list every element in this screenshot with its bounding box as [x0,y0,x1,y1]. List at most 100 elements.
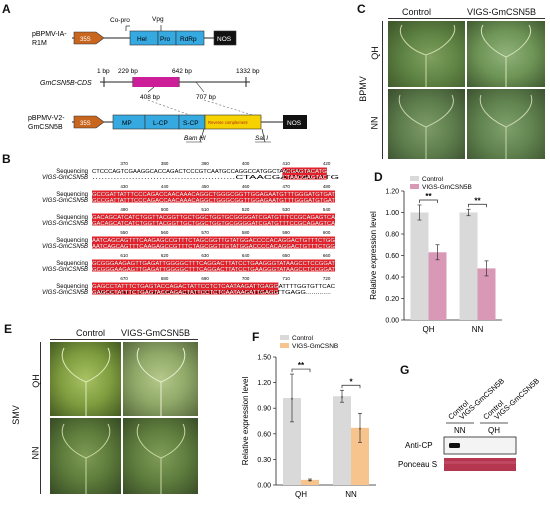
y-tick-label: 1.20 [385,189,399,196]
g-row-anticp: Anti-CP [405,441,433,450]
cds-pos-707: 707 bp [196,94,216,101]
c1-rdrp-box [175,30,205,46]
panel-label-a: A [2,2,11,16]
cds-name: GmCSN5B-CDS [40,80,92,87]
significance-label: ** [425,192,432,201]
seq-label-sequencing: Sequencing [56,261,88,267]
significance-bracket [468,203,487,208]
y-tick-label: 0.30 [257,457,271,464]
c-virus-label: BPMV [357,76,368,102]
seq-top-highlighted: AATCAGCAGTTTCAAGAGCCGTTTCTAGCGGTTGTATGGA… [92,238,335,244]
seq-position-number: 390 [201,161,209,166]
y-tick-label: 1.00 [385,210,399,217]
y-tick-label: 0.60 [385,253,399,260]
e-col-vigs: VIGS-GmCSN5B [121,328,191,338]
seq-top-highlighted: GACAGCATCATCTGGTTACGGTTGCTGGCTGGTGCGGGGA… [92,215,336,221]
legend-entry: VIGS-GmCSNB [292,343,338,350]
seq-match-highlight [282,167,327,180]
seq-position-number: 500 [161,207,169,212]
e-row-qh: QH [30,374,41,388]
seq-position-number: 660 [323,253,331,258]
construct1-name-line2: R1M [32,40,47,47]
c1-pro-label: Pro [160,36,171,43]
legend-swatch [410,176,419,181]
e-photo-nn-control [50,418,121,494]
bar [333,396,351,485]
cds-pos-642: 642 bp [172,68,192,75]
c-header-line [388,18,545,19]
legend-entry: Control [422,176,444,183]
panel-e: E Control VIGS-GmCSN5B SMV QH NN [0,318,200,496]
cds-pos-1: 1 bp [97,68,110,75]
seq-top-highlighted: ACGAGTACATG [282,169,327,175]
c2-35s-label: 35S [80,121,91,127]
significance-bracket [291,368,311,373]
e-row-line [40,342,41,494]
seq-top: CTCCCAGTCGAAGGCACCAGACTCCCGTCAATGCCAGGCC… [92,169,327,175]
seq-bottom-highlighted: CTAACGAGTAC [282,175,327,181]
sequence-alignment: 370 380 390 400 410 420SequencingVIGS-GmCSN5B… [42,161,339,296]
panel-label-g: G [400,363,410,377]
cds-fragment [133,77,179,87]
seq-position-number: 450 [201,184,209,189]
y-tick-label: 0.20 [385,296,399,303]
x-tick-label: NN [472,325,484,334]
western-blot: Control VIGS-GmCSN5B Control VIGS-GmCSN5… [398,376,541,471]
y-tick-label: 0.00 [385,318,399,325]
bar [283,397,301,485]
construct-diagram: pBPMV-IA- R1M 35S Co-pro Vpg Hel Pro RdR… [28,16,307,143]
seq-match-highlight [92,236,335,249]
cds-pos-229: 229 bp [118,68,138,75]
seq-position-number: 550 [120,230,128,235]
seq-position-number: 630 [201,253,209,258]
bar [301,479,319,485]
seq-position-number: 570 [201,230,209,235]
seq-position-number: 590 [282,230,290,235]
seq-bottom: AATCAGCAGTTTCAAGAGCCGTTTCTAGCGGTTGTATGGA… [92,244,335,250]
c2-scp-label: S-CP [183,120,199,127]
bar [459,212,478,320]
c1-rdrp-label: RdRp [180,36,197,43]
seq-label-vigs: VIGS-GmCSN5B [42,290,88,296]
x-tick-label: NN [345,490,357,499]
g-band-1 [449,443,460,448]
seq-bottom: ........................................… [92,175,339,181]
panel-g: G Control VIGS-GmCSN5B Control VIGS-GmCS… [390,335,550,505]
y-tick-label: 0.00 [257,483,271,490]
seq-match-highlight [92,259,335,272]
point-marker: * [359,428,362,434]
y-tick-label: 1.20 [257,380,271,387]
c2-lcp-label: L-CP [153,120,168,127]
seq-position-number: 530 [282,207,290,212]
seq-bottom-highlighted: GCGGGAAGAGTTGAGATTGGGGCTTTCAGGACTTATCCTG… [92,267,336,273]
seq-label-vigs: VIGS-GmCSN5B [42,221,88,227]
seq-position-number: 720 [323,276,331,281]
c1-hel-label: Hel [137,36,147,43]
significance-label: ** [474,196,481,205]
seq-label-sequencing: Sequencing [56,284,88,290]
bar [428,252,447,320]
construct1-name-line1: pBPMV-IA- [32,31,67,38]
c1-nos-label: NOS [217,36,232,43]
panel-f: F 0.00 0.30 0.60 0.90 1.20 1.50 Relative expre… [200,330,380,505]
significance-label: ** [298,361,305,370]
seq-position-number: 410 [282,161,290,166]
seq-bottom-highlighted: GACAGCATCATCTGGTTACGGTTGCTGGCTGGTGCGGGGA… [92,221,336,227]
chart-d: 0.00 0.20 0.40 0.60 0.80 1.00 1.20 Relative exp… [369,176,502,334]
seq-position-number: 640 [242,253,250,258]
point-marker: * [309,480,312,486]
panel-label-f: F [252,330,260,344]
seq-label-sequencing: Sequencing [56,169,88,175]
legend-swatch [410,184,419,189]
seq-position-number: 580 [242,230,250,235]
sali-label: Sal I [255,135,268,142]
seq-position-number: 560 [161,230,169,235]
c2-insert-box [204,114,262,130]
seq-bottom: GCCGATTATTTCCCAGACCAACAAACAGGCTGGGCGGTTG… [92,198,336,204]
seq-bottom: GAGCCTATTTCTGAGTACCAGACTATTCCTCTCAATAAGA… [92,290,331,296]
c-photo-nn-vigs [467,89,545,159]
seq-top-highlighted: GCGGGAAGAGTTGAGATTGGGGCTTTCAGGACTTATCCTG… [92,261,336,267]
y-axis-label: Relative expression level [241,377,250,466]
seq-bottom-highlighted: GCCGATTATTTCCCAGACCAACAAACAGGCTGGGCGGTTG… [92,198,336,204]
seq-bottom-highlighted: AATCAGCAGTTTCAAGAGCCGTTTCTAGCGGTTGTATGGA… [92,244,335,250]
